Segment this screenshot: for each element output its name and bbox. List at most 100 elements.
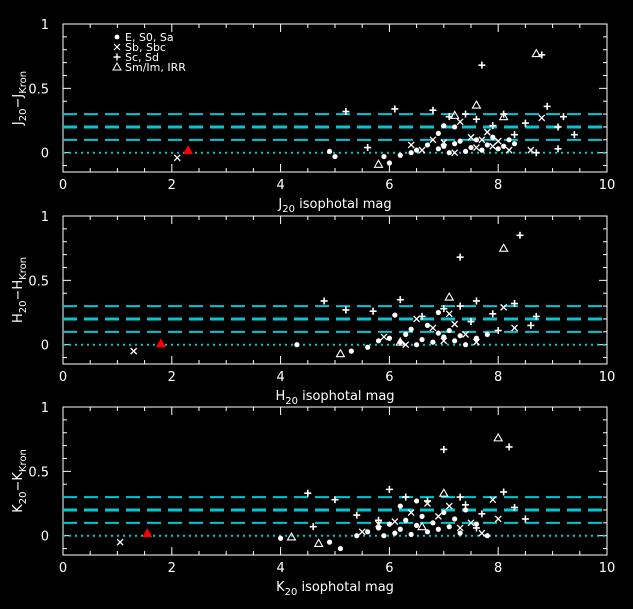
legend-triangle-icon bbox=[112, 61, 122, 71]
highlight-triangle bbox=[183, 145, 194, 155]
x-tick-label: 10 bbox=[599, 178, 616, 193]
y-tick-label: 0.5 bbox=[28, 82, 49, 97]
series-triangle bbox=[286, 432, 504, 547]
plot-frame bbox=[62, 215, 608, 365]
point-x bbox=[451, 320, 459, 328]
point-dot bbox=[462, 148, 469, 155]
point-dot bbox=[381, 153, 387, 160]
series-plus bbox=[304, 443, 529, 532]
point-dot bbox=[386, 335, 392, 341]
point-plus bbox=[342, 108, 350, 116]
point-dot bbox=[386, 160, 392, 166]
y-tick-label: 0.5 bbox=[28, 465, 49, 480]
y-axis-label: J20−JKron bbox=[11, 71, 29, 126]
point-plus bbox=[396, 296, 404, 304]
legend-label: E, S0, Sa bbox=[125, 31, 174, 44]
point-plus bbox=[429, 106, 437, 114]
point-triangle bbox=[498, 243, 509, 252]
point-x bbox=[489, 496, 497, 504]
point-dot bbox=[506, 137, 512, 143]
point-x bbox=[472, 144, 480, 152]
point-dot bbox=[294, 342, 300, 348]
point-dot bbox=[468, 144, 474, 151]
x-tick-label: 0 bbox=[59, 561, 67, 576]
series-dot bbox=[326, 123, 518, 166]
series-plus bbox=[342, 51, 578, 157]
point-x bbox=[380, 333, 388, 341]
point-plus bbox=[527, 321, 535, 329]
x-tick-label: 0 bbox=[59, 370, 67, 385]
point-dot bbox=[430, 520, 436, 526]
point-dot bbox=[452, 141, 458, 147]
point-plus bbox=[559, 113, 567, 121]
point-dot bbox=[337, 545, 344, 552]
point-x bbox=[445, 310, 453, 318]
point-plus bbox=[570, 131, 578, 139]
point-x bbox=[478, 136, 486, 144]
point-dot bbox=[348, 348, 354, 354]
point-plus bbox=[462, 501, 470, 509]
point-dot bbox=[452, 516, 458, 522]
point-dot bbox=[381, 533, 387, 539]
point-dot bbox=[441, 123, 447, 129]
point-dot bbox=[435, 526, 441, 532]
point-dot bbox=[479, 147, 485, 153]
point-dot bbox=[424, 322, 431, 328]
point-plus bbox=[304, 489, 312, 497]
highlight-triangle bbox=[142, 528, 153, 538]
point-plus bbox=[456, 302, 464, 310]
point-plus bbox=[532, 312, 540, 320]
y-tick-label: 0 bbox=[41, 530, 49, 545]
point-dot bbox=[424, 142, 431, 148]
point-dot bbox=[414, 522, 420, 529]
point-plus bbox=[472, 115, 480, 123]
point-x bbox=[494, 515, 502, 523]
point-triangle bbox=[395, 337, 406, 346]
legend-dot-icon bbox=[114, 34, 120, 40]
point-x bbox=[440, 138, 448, 146]
point-dot bbox=[473, 335, 480, 341]
point-x bbox=[434, 512, 442, 520]
point-plus bbox=[309, 523, 317, 531]
point-x bbox=[429, 136, 437, 144]
point-triangle bbox=[498, 111, 509, 121]
x-tick-label: 4 bbox=[276, 370, 284, 385]
point-dot bbox=[408, 150, 414, 156]
point-x bbox=[407, 141, 415, 149]
point-dot bbox=[441, 334, 447, 340]
y-tick-label: 0 bbox=[41, 147, 49, 162]
point-x bbox=[173, 154, 181, 162]
point-dot bbox=[332, 153, 338, 160]
point-plus bbox=[440, 445, 448, 453]
x-axis-label: K20 isophotal mag bbox=[276, 580, 394, 598]
point-dot bbox=[397, 526, 403, 532]
point-triangle bbox=[313, 538, 324, 547]
point-plus bbox=[554, 123, 562, 131]
point-dot bbox=[462, 342, 469, 348]
point-plus bbox=[456, 253, 464, 261]
point-dot bbox=[424, 529, 431, 535]
point-dot bbox=[441, 509, 447, 516]
x-tick-label: 6 bbox=[385, 370, 393, 385]
point-dot bbox=[473, 521, 480, 527]
panel-2: 0 2 4 6 8 10 0 0.5 1 H20 isophotal mag H20−HKron bbox=[11, 210, 615, 407]
point-dot bbox=[354, 533, 360, 539]
x-tick-label: 2 bbox=[168, 178, 176, 193]
point-x bbox=[462, 330, 470, 338]
point-plus bbox=[418, 312, 426, 320]
point-triangle bbox=[493, 432, 504, 442]
point-dot bbox=[386, 521, 392, 527]
x-axis-label: J20 isophotal mag bbox=[277, 197, 391, 215]
point-dot bbox=[452, 124, 458, 130]
point-plus bbox=[456, 493, 464, 501]
point-x bbox=[418, 146, 426, 154]
point-dot bbox=[446, 327, 452, 334]
point-x bbox=[472, 338, 480, 346]
point-plus bbox=[489, 310, 497, 318]
point-dot bbox=[484, 533, 490, 539]
point-x bbox=[483, 128, 491, 136]
point-plus bbox=[375, 516, 383, 524]
point-plus bbox=[543, 102, 551, 110]
